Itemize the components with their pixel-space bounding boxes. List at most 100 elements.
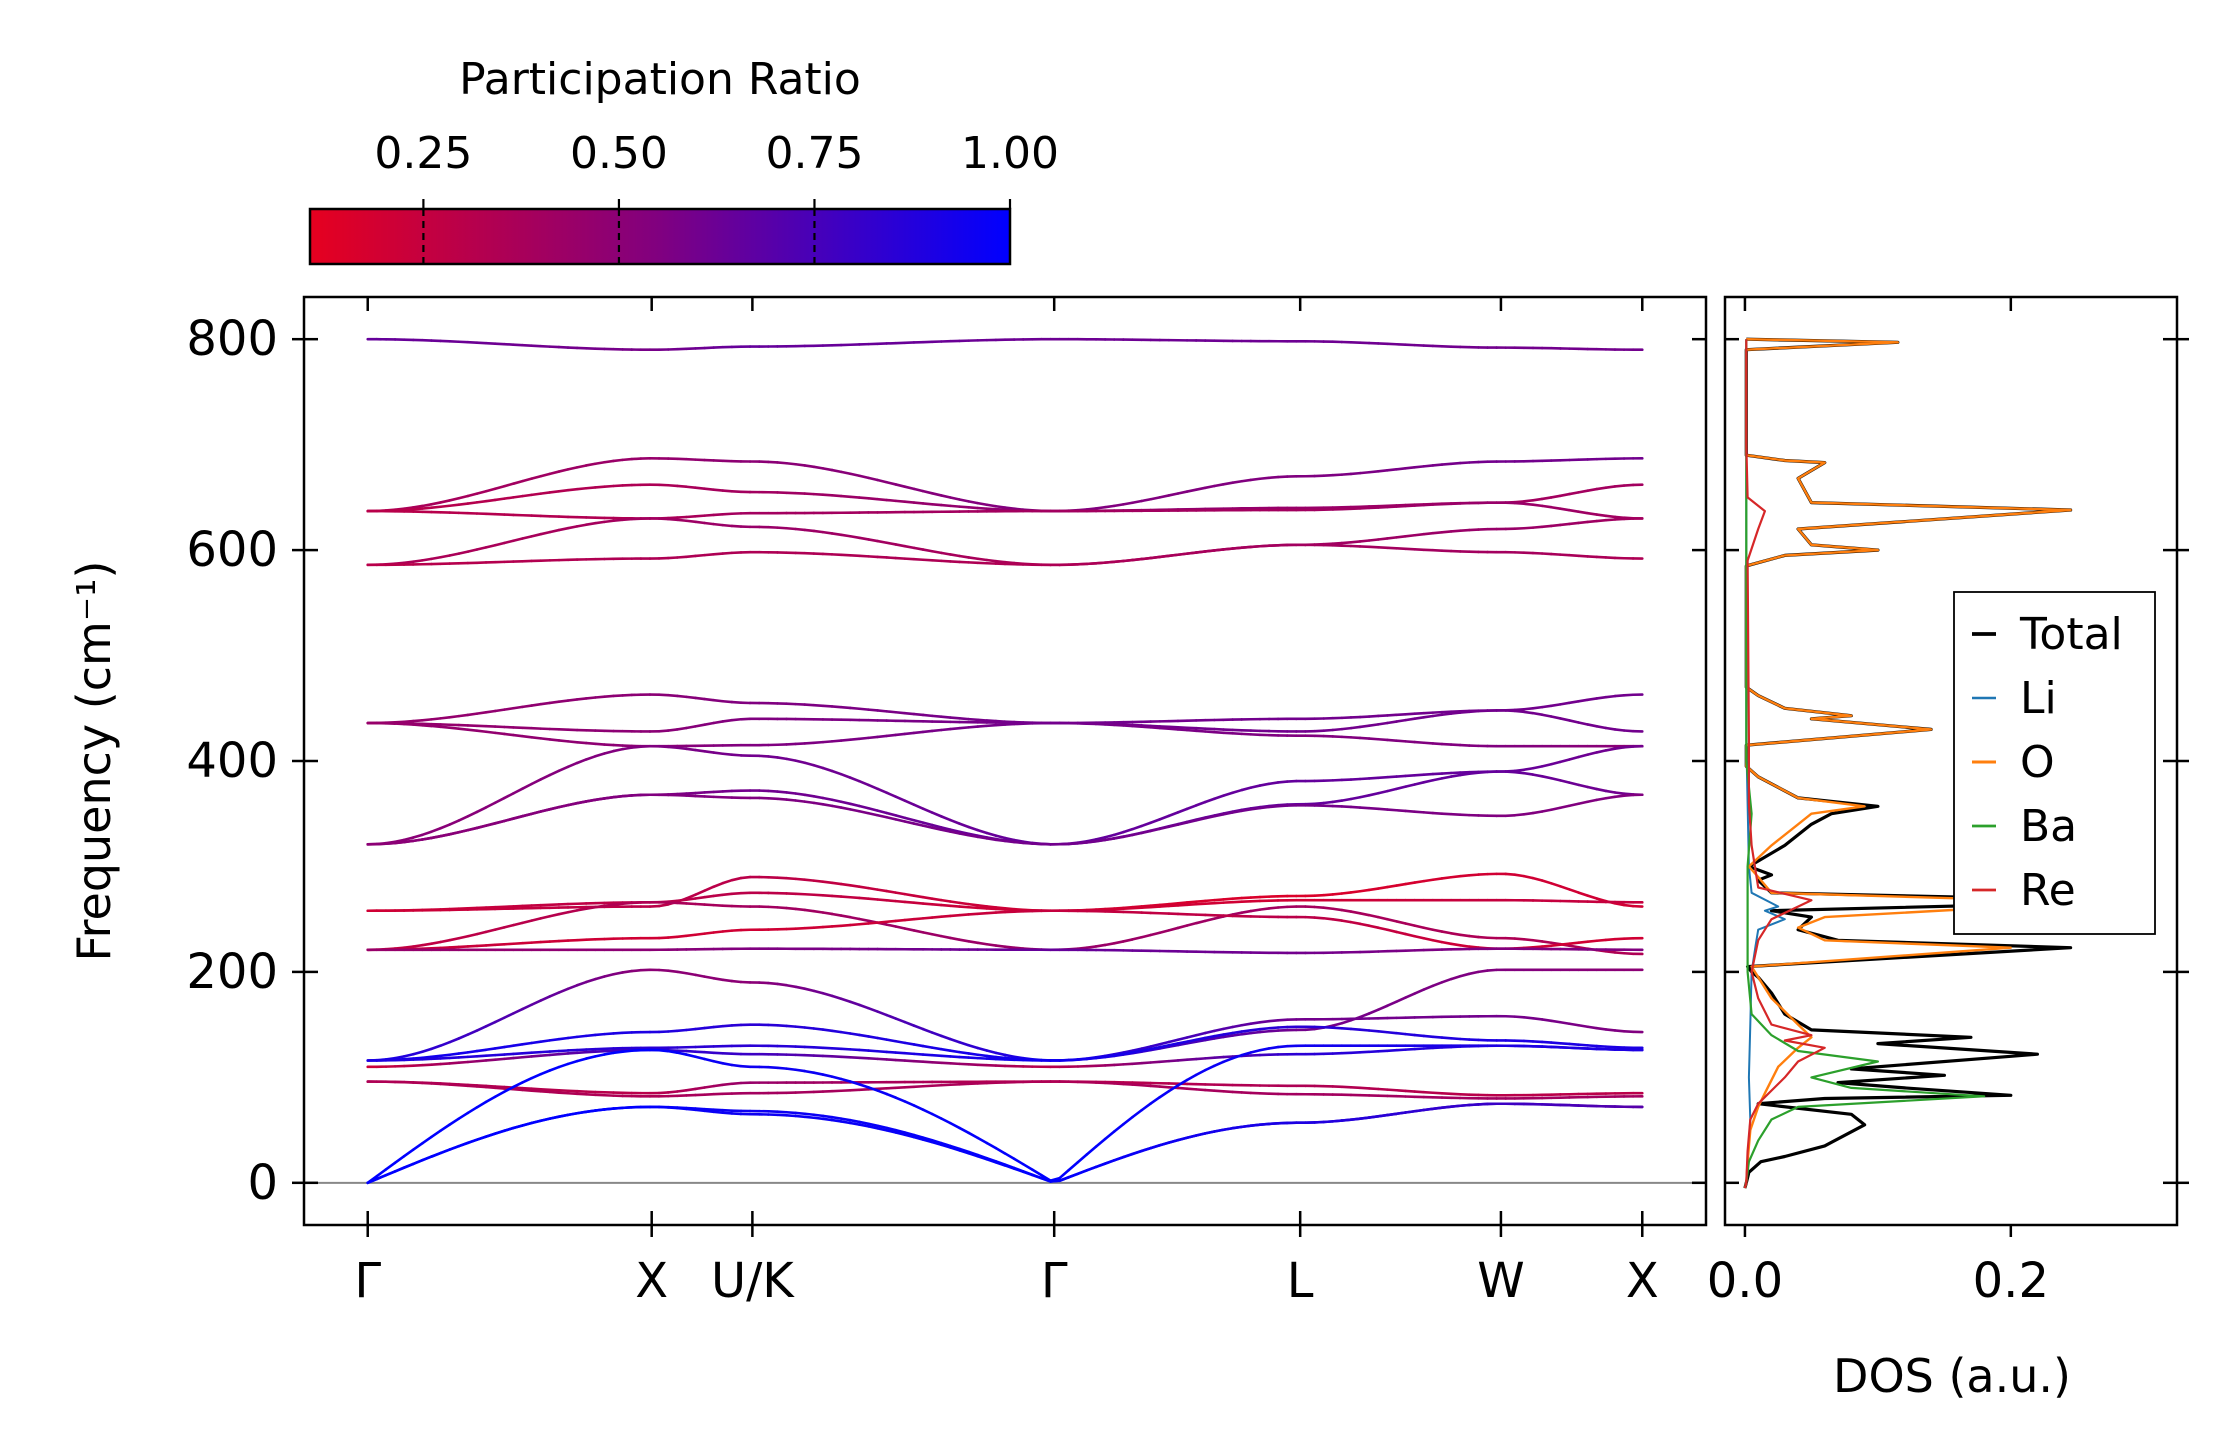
band-segment (1331, 1021, 1344, 1027)
band-segment (694, 889, 706, 896)
band-segment (885, 480, 898, 486)
band-segment (411, 838, 424, 843)
band-segment (712, 1110, 725, 1115)
band-segment (912, 1024, 925, 1031)
band-segment (1349, 795, 1362, 801)
band-segment (958, 830, 970, 836)
band-segment (1604, 1028, 1617, 1032)
band-segment (1531, 711, 1544, 717)
band-segment (1003, 722, 1016, 726)
band-segment (1595, 938, 1608, 943)
band-segment (976, 1046, 989, 1052)
band-segment (1404, 783, 1416, 788)
band-segment (976, 501, 989, 507)
legend-label: O (2020, 737, 2055, 788)
band-segment (685, 554, 697, 559)
band-segment (1176, 1058, 1189, 1062)
band-segment (839, 1047, 852, 1051)
band-segment (1358, 1028, 1371, 1032)
band-segment (921, 1053, 934, 1057)
band-segment (1131, 499, 1143, 505)
band-segment (685, 971, 697, 977)
band-segment (512, 733, 524, 738)
band-segment (1167, 811, 1180, 818)
band-segment (1577, 554, 1589, 558)
band-segment (1076, 1153, 1089, 1164)
band-segment (421, 836, 433, 841)
band-segment (985, 831, 998, 837)
band-segment (575, 907, 588, 912)
band-segment (930, 1046, 943, 1051)
band-segment (1422, 1090, 1435, 1095)
band-segment (1140, 829, 1152, 835)
band-segment (685, 519, 697, 524)
band-segment (1513, 1015, 1526, 1019)
band-segment (1440, 742, 1453, 746)
band-segment (1540, 1018, 1553, 1023)
band-segment (1240, 896, 1253, 900)
band-segment (1440, 812, 1453, 816)
band-segment (858, 474, 870, 480)
band-segment (1413, 781, 1426, 786)
band-segment (1203, 549, 1216, 553)
band-segment (821, 1114, 834, 1119)
band-segment (603, 903, 615, 908)
band-segment (603, 743, 615, 747)
band-segment (1349, 540, 1362, 544)
band-segment (1222, 1055, 1234, 1059)
band-segment (1313, 801, 1325, 806)
band-segment (557, 468, 570, 473)
band-segment (675, 555, 688, 559)
band-segment (439, 499, 451, 504)
band-segment (512, 1052, 524, 1056)
band-segment (1194, 1031, 1207, 1037)
band-segment (903, 820, 916, 825)
band-segment (1349, 889, 1362, 894)
band-segment (1431, 811, 1444, 815)
band-segment (521, 1086, 533, 1091)
band-segment (584, 1033, 597, 1038)
band-segment (675, 694, 688, 699)
band-segment (1449, 942, 1462, 947)
band-segment (885, 923, 898, 928)
band-segment (512, 343, 524, 347)
band-segment (475, 824, 488, 830)
band-segment (694, 748, 706, 753)
band-segment (903, 917, 916, 922)
band-segment (730, 928, 743, 932)
band-segment (1140, 725, 1152, 729)
band-segment (1222, 897, 1234, 901)
band-segment (1568, 700, 1580, 705)
band-segment (457, 494, 470, 500)
band-segment (1112, 1122, 1125, 1133)
band-segment (521, 812, 533, 818)
band-segment (949, 936, 961, 941)
band-segment (1440, 1105, 1453, 1109)
band-segment (930, 728, 943, 733)
band-segment (1304, 1027, 1316, 1032)
band-segment (1349, 777, 1362, 781)
band-segment (1149, 905, 1162, 909)
band-segment (557, 488, 570, 493)
band-segment (1085, 1165, 1098, 1172)
band-segment (1367, 1008, 1380, 1015)
band-segment (939, 903, 952, 908)
y-tick-label: 600 (186, 522, 278, 578)
band-segment (839, 882, 852, 887)
band-segment (1103, 941, 1116, 947)
band-segment (621, 969, 634, 974)
band-segment (730, 524, 743, 528)
band-segment (830, 1118, 843, 1123)
band-segment (393, 1166, 406, 1173)
band-segment (1586, 894, 1599, 900)
band-segment (612, 902, 624, 906)
band-segment (1213, 898, 1225, 902)
band-segment (1194, 902, 1207, 906)
band-segment (1158, 1085, 1171, 1089)
band-segment (1458, 1037, 1471, 1041)
band-segment (839, 1117, 852, 1122)
band-segment (1559, 1020, 1571, 1026)
band-segment (548, 700, 561, 705)
band-segment (1595, 555, 1608, 559)
band-segment (603, 1051, 615, 1056)
